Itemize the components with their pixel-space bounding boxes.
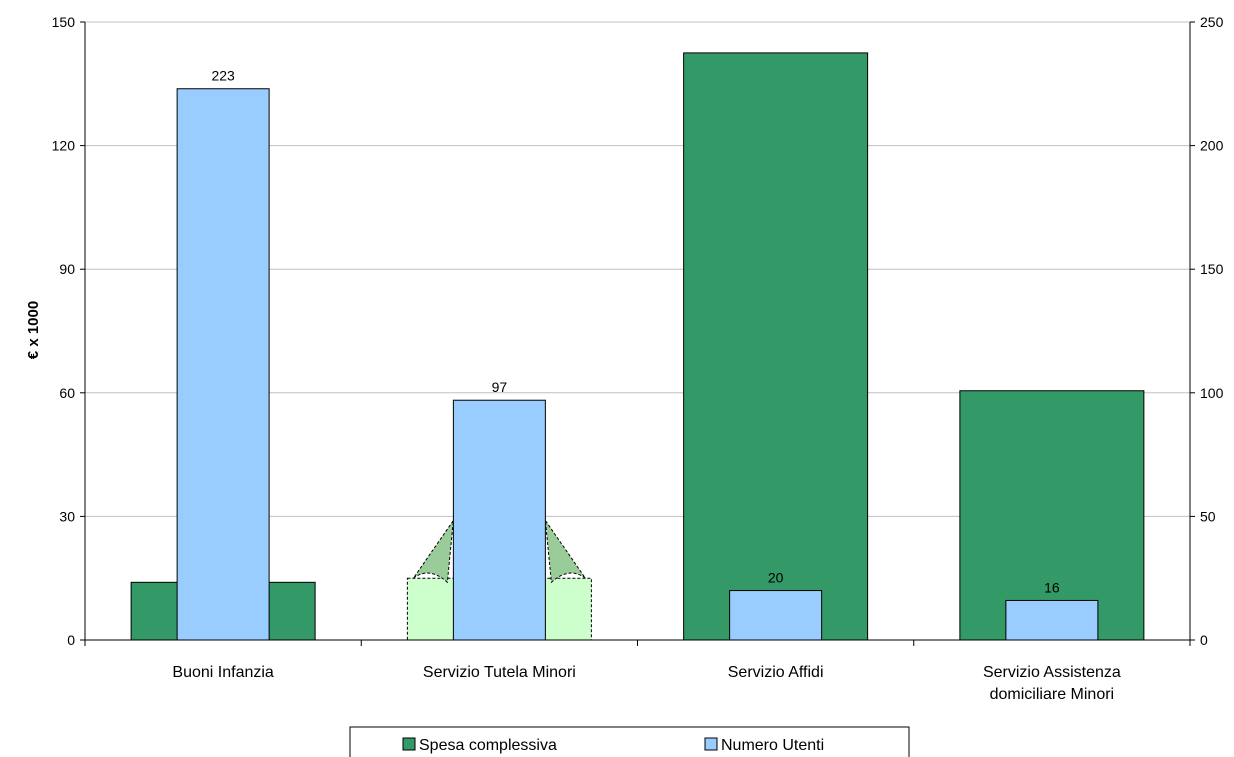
legend-box bbox=[349, 726, 910, 757]
y-tick-label: 120 bbox=[52, 138, 76, 154]
data-label-utenti: 97 bbox=[492, 379, 508, 395]
bar-utenti bbox=[452, 399, 546, 641]
y-tick-label: 150 bbox=[52, 14, 76, 30]
bar-spesa bbox=[959, 390, 1145, 641]
y2-tick-label: 50 bbox=[1200, 508, 1216, 524]
legend: Spesa complessiva Numero Utenti bbox=[349, 726, 910, 757]
y-axis-label: € x 1000 bbox=[25, 301, 42, 359]
callout-left bbox=[412, 518, 455, 584]
data-label-utenti: 16 bbox=[1044, 579, 1060, 595]
data-label-utenti: 20 bbox=[768, 570, 784, 586]
legend-label-spesa: Spesa complessiva bbox=[419, 737, 557, 754]
legend-label-utenti: Numero Utenti bbox=[721, 737, 824, 754]
spesa-bars bbox=[130, 52, 1145, 641]
category-label: Servizio Affidi bbox=[728, 664, 824, 681]
category-label: Servizio Tutela Minori bbox=[423, 664, 576, 681]
bar-utenti bbox=[729, 590, 823, 641]
y2-tick-label: 250 bbox=[1200, 14, 1224, 30]
y2-tick-label: 200 bbox=[1200, 138, 1224, 154]
category-label: Servizio Assistenza bbox=[983, 664, 1121, 681]
data-label-utenti: 223 bbox=[211, 68, 235, 84]
callout-right bbox=[544, 518, 586, 584]
axes bbox=[80, 21, 1195, 646]
category-label: Buoni Infanzia bbox=[172, 664, 274, 681]
bar-utenti bbox=[176, 88, 270, 641]
y2-tick-label: 100 bbox=[1200, 385, 1224, 401]
y2-tick-label: 0 bbox=[1200, 632, 1208, 648]
utenti-bars bbox=[176, 88, 1099, 641]
legend-swatch-spesa bbox=[402, 737, 416, 751]
y-tick-label: 60 bbox=[59, 385, 75, 401]
y-tick-label: 30 bbox=[59, 508, 75, 524]
highlight-callout bbox=[412, 518, 586, 584]
y2-tick-label: 150 bbox=[1200, 261, 1224, 277]
y-tick-label: 0 bbox=[67, 632, 75, 648]
bar-utenti bbox=[1005, 599, 1099, 641]
category-label: domiciliare Minori bbox=[990, 686, 1114, 703]
bar-spesa bbox=[683, 52, 869, 641]
chart-labels: 0 30 60 90 120 150 0 50 100 150 200 250 223 Buoni Inf… bbox=[52, 14, 1224, 703]
y-tick-label: 90 bbox=[59, 261, 75, 277]
legend-swatch-utenti bbox=[704, 737, 718, 751]
